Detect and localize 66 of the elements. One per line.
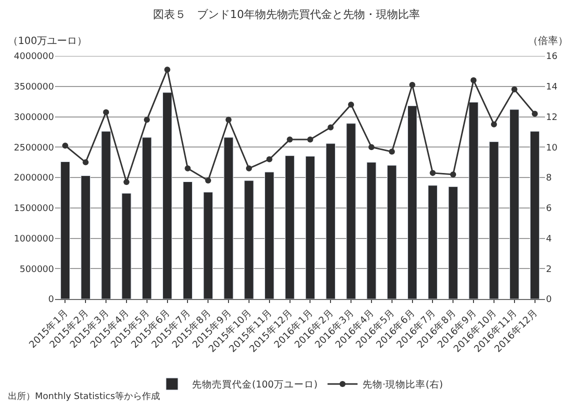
y2-tick-label: 0 bbox=[546, 295, 552, 306]
point bbox=[490, 121, 497, 128]
y2-tick-label: 4 bbox=[546, 234, 552, 244]
bar bbox=[428, 185, 438, 299]
bar bbox=[264, 172, 274, 299]
point bbox=[328, 124, 334, 130]
bar bbox=[346, 123, 356, 299]
y-tick-label: 2500000 bbox=[14, 143, 54, 154]
y-tick-label: 4000000 bbox=[14, 52, 54, 62]
point bbox=[511, 86, 518, 92]
y2-tick-label: 8 bbox=[546, 174, 552, 184]
point bbox=[226, 116, 232, 123]
bar bbox=[305, 156, 316, 299]
y-tick-label: 3500000 bbox=[14, 82, 54, 93]
y2-tick-label: 10 bbox=[546, 143, 558, 154]
bar bbox=[182, 182, 193, 299]
bar bbox=[80, 175, 90, 299]
point bbox=[246, 165, 252, 172]
text: 出所）Monthly Statistics等から作成 bbox=[8, 391, 160, 402]
point bbox=[409, 82, 416, 88]
y2-tick-label: 12 bbox=[546, 112, 558, 123]
point bbox=[450, 171, 456, 178]
legend-label: 先物·現物比率(右) bbox=[362, 378, 443, 391]
point bbox=[184, 165, 191, 172]
y2-tick-label: 14 bbox=[546, 82, 558, 93]
y-tick-label: 0 bbox=[48, 295, 54, 306]
y2-tick-label: 16 bbox=[546, 52, 558, 62]
point bbox=[470, 77, 477, 84]
point bbox=[388, 148, 395, 155]
y2-axis-title: （倍率） bbox=[528, 35, 568, 47]
y-axis-title: （100万ユーロ） bbox=[8, 36, 88, 47]
point bbox=[286, 136, 293, 143]
y2-tick-label: 2 bbox=[546, 264, 552, 275]
bar bbox=[448, 186, 458, 299]
point bbox=[82, 159, 89, 166]
y2-tick-label: 6 bbox=[546, 204, 552, 214]
point bbox=[62, 142, 68, 149]
bar bbox=[489, 141, 499, 299]
point bbox=[164, 66, 170, 73]
bar bbox=[122, 193, 132, 299]
point bbox=[266, 156, 272, 162]
bar bbox=[60, 161, 70, 299]
point bbox=[307, 136, 314, 143]
point bbox=[430, 170, 436, 176]
y-tick-label: 2000000 bbox=[14, 174, 54, 184]
y-tick-label: 3000000 bbox=[14, 112, 54, 123]
bar bbox=[387, 165, 397, 299]
point bbox=[103, 109, 110, 116]
y-tick-label: 1000000 bbox=[14, 234, 54, 244]
bar bbox=[326, 143, 336, 299]
bar bbox=[530, 131, 540, 299]
point bbox=[368, 144, 374, 150]
bar bbox=[203, 192, 213, 299]
y-tick-label: 1500000 bbox=[14, 204, 54, 214]
legend-label: 先物売買代金(100万ユーロ) bbox=[192, 378, 318, 391]
point bbox=[205, 178, 212, 184]
bar bbox=[244, 180, 254, 299]
bar bbox=[510, 109, 520, 299]
point bbox=[348, 102, 354, 108]
point bbox=[144, 116, 150, 123]
bar bbox=[366, 162, 376, 299]
point bbox=[532, 110, 538, 117]
chart-title: 図表５ ブンド10年物先物売買代金と先物・現物比率 bbox=[153, 8, 420, 21]
bar bbox=[284, 155, 295, 299]
y-tick-label: 500000 bbox=[20, 264, 54, 275]
point bbox=[123, 179, 130, 186]
